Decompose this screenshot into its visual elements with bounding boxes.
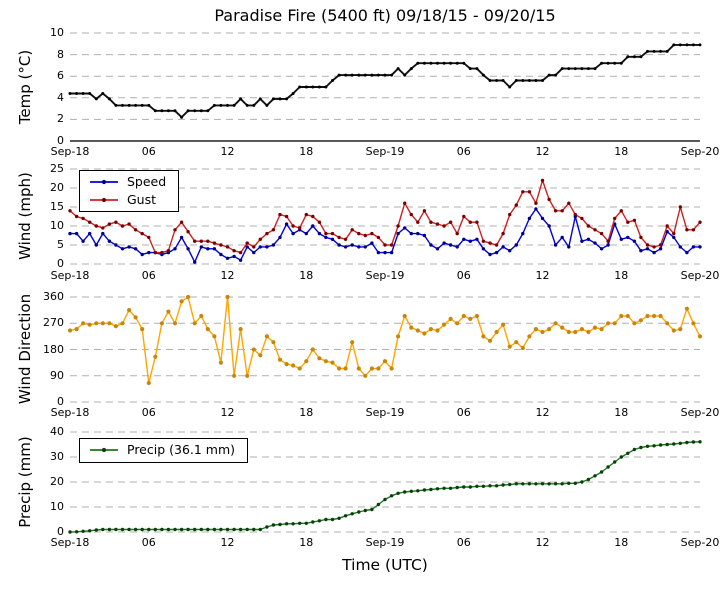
- y-tick-label: 5: [57, 238, 64, 251]
- direction-series-line: [69, 296, 701, 384]
- x-tick-label: Sep-18: [50, 406, 90, 419]
- x-tick-label: 12: [535, 269, 550, 282]
- wind-legend-item-speed: Speed: [89, 174, 167, 189]
- x-tick-label: Sep-18: [50, 536, 90, 549]
- x-tick-label: 06: [141, 406, 156, 419]
- precip-legend-item: Precip (36.1 mm): [89, 442, 236, 457]
- y-tick-label: 270: [43, 316, 64, 330]
- x-tick-label: 06: [141, 145, 156, 158]
- speed-legend-line-icon: [90, 180, 118, 185]
- x-tick-label: Sep-19: [365, 536, 405, 549]
- x-tick-label: 12: [535, 536, 550, 549]
- x-tick-label: Sep-20: [680, 536, 720, 549]
- x-tick-label: 12: [535, 406, 550, 419]
- direction-series-markers: [67, 294, 703, 386]
- temp-series-markers: [68, 43, 702, 119]
- x-tick-label: 18: [299, 536, 314, 549]
- precip-legend-line-icon: [90, 448, 118, 453]
- precip-legend: Precip (36.1 mm): [79, 438, 249, 463]
- speed-legend-label: Speed: [127, 174, 167, 189]
- x-tick-label: Sep-20: [680, 145, 720, 158]
- x-tick-label: 06: [456, 145, 471, 158]
- gust-series-markers: [68, 178, 702, 255]
- x-tick-label: Sep-19: [365, 145, 405, 158]
- y-tick-label: 90: [50, 368, 64, 382]
- y-tick-label: 0: [57, 257, 64, 270]
- xlabel-time-utc: Time (UTC): [342, 556, 428, 574]
- wind-legend-item-gust: Gust: [89, 191, 166, 207]
- x-tick-label: 06: [141, 536, 156, 549]
- gust-legend-label: Gust: [127, 191, 157, 207]
- y-tick-label: 25: [50, 162, 64, 175]
- y-tick-label: 0: [57, 134, 64, 147]
- y-tick-label: 180: [43, 342, 64, 356]
- y-tick-label: 20: [50, 475, 64, 488]
- x-tick-label: Sep-18: [50, 269, 90, 282]
- x-tick-label: 06: [141, 269, 156, 282]
- x-tick-label: 12: [220, 145, 235, 158]
- x-tick-label: 12: [220, 536, 235, 549]
- y-tick-label: 10: [50, 26, 64, 39]
- y-tick-label: 20: [50, 181, 64, 194]
- y-tick-label: 360: [43, 290, 64, 303]
- x-tick-label: 18: [614, 269, 629, 282]
- x-tick-label: 18: [299, 145, 314, 158]
- precip-series-markers: [68, 440, 702, 534]
- x-tick-label: 18: [614, 536, 629, 549]
- x-tick-label: Sep-18: [50, 145, 90, 158]
- y-tick-label: 0: [57, 395, 64, 408]
- y-tick-label: 4: [57, 90, 64, 104]
- y-tick-label: 30: [50, 450, 64, 463]
- x-tick-label: Sep-20: [680, 269, 720, 282]
- y-tick-label: 2: [57, 112, 64, 126]
- y-tick-label: 15: [50, 200, 64, 213]
- y-tick-label: 10: [50, 219, 64, 232]
- chart-title: Paradise Fire (5400 ft) 09/18/15 - 09/20…: [214, 6, 556, 25]
- x-tick-label: Sep-19: [365, 269, 405, 282]
- x-tick-label: Sep-19: [365, 406, 405, 419]
- x-tick-label: Sep-20: [680, 406, 720, 419]
- x-tick-label: 18: [299, 406, 314, 419]
- x-tick-label: 18: [614, 145, 629, 158]
- x-tick-label: 06: [456, 406, 471, 419]
- x-tick-label: 12: [220, 406, 235, 419]
- gust-legend-line-icon: [90, 197, 118, 202]
- y-tick-label: 40: [50, 425, 64, 438]
- wind-legend: Speed Gust: [79, 170, 180, 212]
- precip-legend-label: Precip (36.1 mm): [127, 442, 236, 457]
- y-tick-label: 8: [57, 47, 64, 61]
- x-tick-label: 12: [535, 145, 550, 158]
- x-tick-label: 18: [614, 406, 629, 419]
- x-tick-label: 06: [456, 269, 471, 282]
- y-tick-label: 10: [50, 500, 64, 513]
- y-tick-label: 0: [57, 525, 64, 538]
- x-tick-label: 06: [456, 536, 471, 549]
- y-tick-label: 6: [57, 69, 64, 83]
- x-tick-label: 12: [220, 269, 235, 282]
- speed-series-markers: [68, 207, 702, 264]
- temp-series-line: [70, 43, 700, 119]
- x-tick-label: 18: [299, 269, 314, 282]
